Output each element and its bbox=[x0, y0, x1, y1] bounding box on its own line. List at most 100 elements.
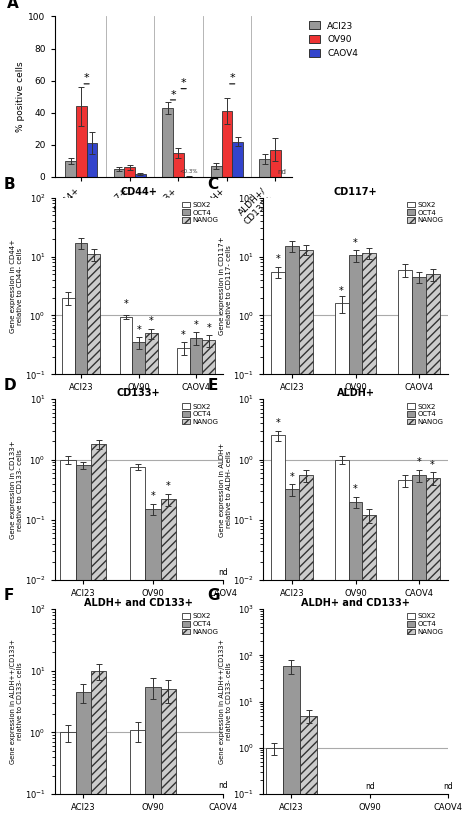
Bar bbox=[211, 165, 221, 177]
Bar bbox=[161, 500, 176, 823]
Bar bbox=[161, 690, 176, 823]
Bar bbox=[221, 111, 232, 177]
Text: *: * bbox=[339, 286, 344, 295]
Title: CD44+: CD44+ bbox=[120, 187, 157, 197]
Title: ALDH+ and CD133+: ALDH+ and CD133+ bbox=[84, 598, 193, 608]
Bar bbox=[398, 270, 412, 823]
Y-axis label: Gene expression in CD117+
relative to CD117- cells: Gene expression in CD117+ relative to CD… bbox=[219, 237, 232, 335]
Bar bbox=[76, 692, 91, 823]
Bar bbox=[145, 333, 158, 823]
Text: *: * bbox=[229, 73, 235, 83]
Legend: SOX2, OCT4, NANOG: SOX2, OCT4, NANOG bbox=[406, 201, 445, 224]
Bar bbox=[285, 490, 299, 823]
Legend: SOX2, OCT4, NANOG: SOX2, OCT4, NANOG bbox=[181, 201, 219, 224]
Bar bbox=[285, 246, 299, 823]
Bar bbox=[60, 459, 76, 823]
Text: *: * bbox=[430, 460, 435, 470]
Legend: SOX2, OCT4, NANOG: SOX2, OCT4, NANOG bbox=[181, 612, 219, 635]
Bar bbox=[62, 298, 75, 823]
Text: nd: nd bbox=[443, 783, 453, 792]
Text: E: E bbox=[208, 378, 218, 393]
Text: C: C bbox=[208, 177, 219, 192]
Text: F: F bbox=[4, 588, 14, 602]
Bar bbox=[146, 509, 161, 823]
Bar bbox=[299, 475, 313, 823]
Bar bbox=[60, 732, 76, 823]
Legend: SOX2, OCT4, NANOG: SOX2, OCT4, NANOG bbox=[181, 402, 219, 425]
Text: *: * bbox=[276, 417, 281, 428]
Bar bbox=[119, 317, 132, 823]
Bar bbox=[75, 243, 88, 823]
Bar bbox=[259, 160, 270, 177]
Text: *: * bbox=[290, 472, 295, 481]
Bar bbox=[162, 108, 173, 177]
Title: CD117+: CD117+ bbox=[334, 187, 377, 197]
Bar bbox=[270, 150, 281, 177]
Bar bbox=[130, 730, 146, 823]
Bar bbox=[190, 337, 202, 823]
Bar bbox=[91, 671, 106, 823]
Title: CD133+: CD133+ bbox=[117, 388, 161, 398]
Bar bbox=[135, 174, 146, 177]
Text: *: * bbox=[149, 315, 154, 326]
Bar bbox=[125, 167, 135, 177]
Text: *: * bbox=[181, 330, 186, 341]
Bar bbox=[335, 459, 348, 823]
Text: *: * bbox=[353, 484, 358, 494]
Bar bbox=[272, 435, 285, 823]
Bar bbox=[76, 106, 87, 177]
Text: *: * bbox=[353, 238, 358, 248]
Bar bbox=[348, 502, 363, 823]
Bar bbox=[348, 255, 363, 823]
Bar bbox=[130, 467, 146, 823]
Y-axis label: Gene expression in ALDH++/CD133+
relative to CD133- cells: Gene expression in ALDH++/CD133+ relativ… bbox=[10, 639, 23, 764]
Bar bbox=[363, 515, 376, 823]
Bar bbox=[91, 444, 106, 823]
Bar bbox=[88, 254, 100, 823]
Text: *: * bbox=[170, 90, 176, 100]
Bar bbox=[363, 253, 376, 823]
Text: *: * bbox=[181, 78, 186, 88]
Legend: ACI23, OV90, CAOV4: ACI23, OV90, CAOV4 bbox=[306, 18, 362, 62]
Text: *: * bbox=[166, 481, 171, 491]
Title: ALDH+: ALDH+ bbox=[337, 388, 374, 398]
Bar bbox=[412, 475, 426, 823]
Text: *: * bbox=[124, 299, 128, 309]
Title: ALDH+ and CD133+: ALDH+ and CD133+ bbox=[301, 598, 410, 608]
Text: <0.3%: <0.3% bbox=[180, 169, 198, 174]
Bar bbox=[146, 686, 161, 823]
Text: A: A bbox=[7, 0, 19, 12]
Y-axis label: Gene expression in CD133+
relative to CD133- cells: Gene expression in CD133+ relative to CD… bbox=[10, 440, 23, 539]
Bar bbox=[335, 304, 348, 823]
Text: G: G bbox=[208, 588, 220, 602]
Y-axis label: Gene expression in ALDH++/CD133+
relative to CD133- cells: Gene expression in ALDH++/CD133+ relativ… bbox=[219, 639, 232, 764]
Legend: SOX2, OCT4, NANOG: SOX2, OCT4, NANOG bbox=[406, 402, 445, 425]
Bar bbox=[65, 161, 76, 177]
Bar bbox=[177, 348, 190, 823]
Legend: SOX2, OCT4, NANOG: SOX2, OCT4, NANOG bbox=[406, 612, 445, 635]
Bar bbox=[412, 277, 426, 823]
Bar bbox=[232, 142, 243, 177]
Text: nd: nd bbox=[365, 783, 374, 792]
Text: *: * bbox=[194, 320, 199, 330]
Bar bbox=[132, 342, 145, 823]
Bar bbox=[426, 274, 439, 823]
Bar bbox=[426, 477, 439, 823]
Bar bbox=[283, 666, 300, 823]
Text: B: B bbox=[4, 177, 16, 192]
Y-axis label: Gene expression in ALDH+
relative to ALDH- cells: Gene expression in ALDH+ relative to ALD… bbox=[219, 443, 232, 537]
Bar bbox=[114, 169, 125, 177]
Text: D: D bbox=[4, 378, 17, 393]
Text: *: * bbox=[136, 325, 141, 335]
Bar bbox=[299, 250, 313, 823]
Text: nd: nd bbox=[218, 782, 228, 790]
Bar bbox=[272, 272, 285, 823]
Text: *: * bbox=[276, 254, 281, 264]
Bar bbox=[300, 715, 317, 823]
Text: nd: nd bbox=[278, 169, 286, 174]
Bar bbox=[173, 153, 184, 177]
Bar bbox=[398, 481, 412, 823]
Text: *: * bbox=[416, 458, 421, 467]
Y-axis label: % positive cells: % positive cells bbox=[17, 62, 26, 132]
Bar bbox=[265, 748, 283, 823]
